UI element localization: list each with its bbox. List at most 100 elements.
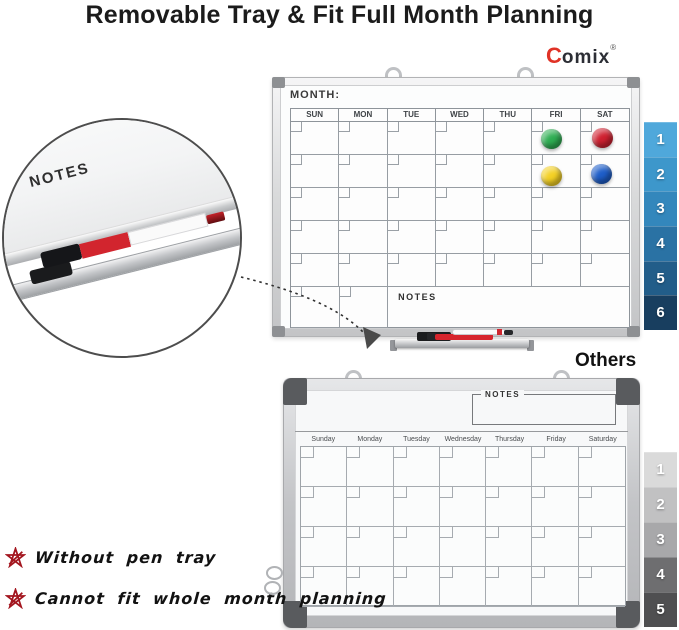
calendar-cell xyxy=(578,487,625,527)
date-box xyxy=(291,122,302,132)
date-box xyxy=(387,221,399,231)
divider xyxy=(295,431,628,432)
calendar-cell xyxy=(291,188,340,221)
calendar-cell xyxy=(439,447,487,487)
feature-tab-4: 4 xyxy=(644,226,677,261)
calendar-cell xyxy=(339,254,388,287)
pen-tray-end xyxy=(390,340,397,351)
calendar-cell xyxy=(347,527,394,567)
pen-tray-inset: NOTES xyxy=(2,118,242,358)
date-box xyxy=(291,188,302,198)
date-box xyxy=(339,221,351,231)
calendar-cell xyxy=(532,447,579,487)
tab-number: 3 xyxy=(656,531,665,548)
date-box xyxy=(387,155,399,165)
calendar-cell xyxy=(387,221,436,254)
notes-area: NOTES xyxy=(388,287,629,328)
tab-number: 4 xyxy=(656,234,665,252)
calendar-cell xyxy=(484,254,533,287)
calendar-cell xyxy=(439,487,487,527)
feature-tab-5: 5 xyxy=(644,592,677,627)
date-box xyxy=(532,527,546,538)
other-calendar-grid xyxy=(300,446,626,607)
calendar-cell xyxy=(291,254,340,287)
calendar-cell xyxy=(580,254,629,287)
notes-box: NOTES xyxy=(472,390,616,425)
date-box xyxy=(393,447,407,458)
hanging-hook-icon xyxy=(517,67,534,80)
calendar-cell xyxy=(439,567,487,607)
magnet-blue xyxy=(591,164,612,184)
date-box xyxy=(439,567,453,578)
feature-tab-3: 3 xyxy=(644,522,677,557)
calendar-cell xyxy=(532,527,579,567)
date-box xyxy=(435,155,447,165)
date-box xyxy=(291,155,302,165)
calendar-cells xyxy=(291,122,629,287)
comix-calendar-grid: SUN MON TUE WED THU FRI SAT NOTES xyxy=(290,108,630,328)
calendar-cell xyxy=(484,188,533,221)
hanging-hook-icon xyxy=(345,370,362,383)
day-header: SUN xyxy=(291,109,340,121)
date-box xyxy=(484,188,496,198)
day-header: Wednesday xyxy=(444,436,482,443)
tab-number: 6 xyxy=(656,304,665,322)
inset-photo: NOTES xyxy=(4,120,240,356)
date-box xyxy=(435,254,447,264)
calendar-cells xyxy=(301,447,625,607)
corner-cap xyxy=(272,326,285,337)
date-box xyxy=(347,567,361,578)
calendar-cell xyxy=(532,487,579,527)
tab-number: 3 xyxy=(656,200,665,218)
calendar-cell xyxy=(393,487,440,527)
date-box xyxy=(387,188,399,198)
date-box xyxy=(301,487,314,498)
feature-tab-1: 1 xyxy=(644,452,677,487)
calendar-cell xyxy=(532,122,581,155)
date-box xyxy=(393,527,407,538)
date-box xyxy=(580,221,592,231)
cross-star-icon xyxy=(5,547,26,568)
date-box xyxy=(387,254,399,264)
notes-row: NOTES xyxy=(291,287,629,328)
calendar-cell xyxy=(484,155,533,188)
date-box xyxy=(435,221,447,231)
calendar-cell xyxy=(387,155,436,188)
date-box xyxy=(339,254,351,264)
calendar-cell xyxy=(578,527,625,567)
date-box xyxy=(439,527,453,538)
calendar-cell xyxy=(578,447,625,487)
hanging-ring-icon xyxy=(264,581,281,595)
feature-tab-6: 6 xyxy=(644,295,677,331)
day-header: SAT xyxy=(597,110,613,119)
others-heading: Others xyxy=(575,350,637,371)
pen-tray-end xyxy=(527,340,534,351)
date-box xyxy=(347,527,361,538)
date-box xyxy=(578,487,592,498)
date-box xyxy=(578,567,592,578)
calendar-cell xyxy=(339,287,389,328)
date-box xyxy=(439,487,453,498)
date-box xyxy=(486,447,500,458)
date-box xyxy=(387,122,399,132)
tab-number: 2 xyxy=(656,496,665,513)
calendar-cell xyxy=(393,527,440,567)
calendar-cell xyxy=(486,527,533,567)
day-header: FRI xyxy=(532,109,581,121)
feature-tab-2: 2 xyxy=(644,487,677,522)
date-box xyxy=(532,188,544,198)
notes-box-label: NOTES xyxy=(481,390,525,399)
calendar-cell xyxy=(291,287,340,328)
tab-number: 5 xyxy=(656,269,665,287)
date-box xyxy=(339,188,351,198)
calendar-cell xyxy=(291,122,340,155)
date-box xyxy=(486,487,500,498)
date-box xyxy=(532,487,546,498)
calendar-cell xyxy=(435,254,485,287)
day-header: Monday xyxy=(357,436,383,443)
tab-number: 1 xyxy=(656,130,665,148)
corner-cap xyxy=(272,77,285,88)
calendar-cell xyxy=(484,122,533,155)
tab-number: 1 xyxy=(656,461,665,478)
date-box xyxy=(291,221,302,231)
